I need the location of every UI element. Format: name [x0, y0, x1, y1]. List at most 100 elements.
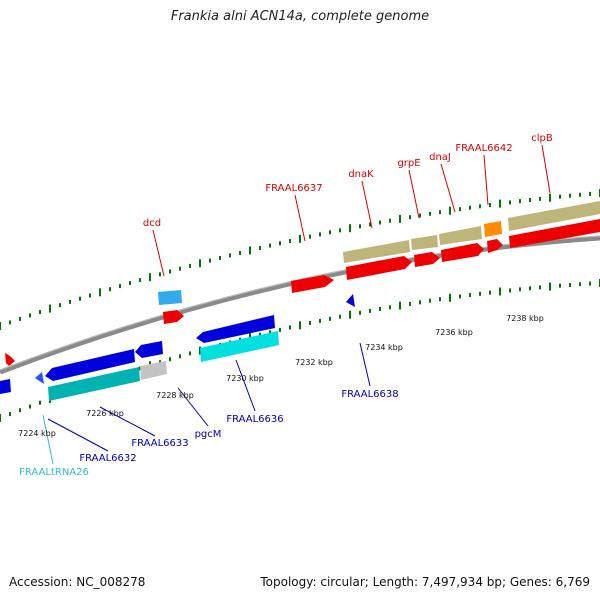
tick-mark-outer: [169, 269, 171, 274]
rna-gene-labels: FRAALtRNA26: [19, 467, 89, 478]
tick-mark-outer: [589, 191, 591, 196]
tick-mark-inner: [39, 400, 41, 405]
tick-mark-inner: [289, 325, 291, 330]
scale-label: 7224 kbp: [18, 429, 56, 438]
cog-box-fraal6642: [484, 221, 502, 237]
tick-mark-outer: [569, 193, 571, 198]
cds-grpe: [414, 252, 440, 267]
cds-dnak: [346, 256, 412, 280]
tick-mark-outer: [99, 288, 101, 297]
tick-mark-inner: [409, 301, 411, 306]
tick-mark-outer: [489, 203, 491, 207]
gene-label-fraal6633: FRAAL6633: [131, 438, 188, 449]
cds-left-edge-reverse: [0, 379, 11, 394]
tick-mark-inner: [589, 281, 591, 286]
leader-grpe: [408, 169, 420, 219]
scale-labels: 7224 kbp 7226 kbp 7228 kbp 7230 kbp 7232…: [18, 314, 544, 438]
tick-mark-inner: [509, 288, 511, 293]
gene-label-fraal6636: FRAAL6636: [226, 414, 283, 425]
tick-mark-outer: [279, 241, 281, 246]
tick-mark-outer: [449, 206, 451, 215]
tick-mark-outer: [359, 224, 361, 229]
genome-backbone: [0, 235, 600, 375]
cds-clpb: [509, 219, 600, 248]
tick-mark-outer: [119, 284, 121, 289]
gene-label-clpb: clpB: [531, 133, 553, 144]
cog-forward-track: [158, 201, 600, 305]
map-title: Frankia alni ACN14a, complete genome: [170, 9, 430, 24]
leader-fraaltrna26: [42, 414, 54, 465]
leader-fraal6642: [483, 154, 489, 206]
cds-reverse-track: [0, 294, 355, 394]
tick-mark-outer: [389, 218, 391, 223]
tick-mark-outer: [519, 199, 521, 204]
forward-gene-labels: dcd FRAAL6637 dnaK grpE dnaJ FRAAL6642 c…: [143, 133, 553, 229]
scale-label: 7232 kbp: [295, 358, 333, 367]
tick-mark-inner: [379, 307, 381, 311]
leader-clpb: [541, 144, 551, 194]
tick-mark-inner: [429, 298, 431, 303]
gene-label-fraal6632: FRAAL6632: [79, 453, 136, 464]
leader-dnaj: [440, 163, 456, 213]
gene-label-fraal6638: FRAAL6638: [341, 389, 398, 400]
gene-label-dnak: dnaK: [348, 169, 374, 180]
tick-mark-outer: [149, 273, 151, 282]
cog-box-dnaj: [439, 226, 482, 245]
tick-mark-inner: [269, 330, 271, 335]
cog-box-dnak: [343, 240, 410, 263]
genome-backbone-highlight: [0, 235, 600, 371]
tick-mark-outer: [139, 278, 141, 283]
cds-forward-track: [5, 219, 600, 366]
tick-mark-inner: [579, 282, 581, 287]
tick-mark-outer: [499, 199, 501, 208]
tick-mark-inner: [399, 301, 401, 310]
leader-dcd: [152, 229, 165, 277]
tick-mark-inner: [29, 404, 31, 409]
tick-mark-inner: [499, 287, 501, 296]
tick-mark-outer: [219, 256, 221, 260]
tick-mark-outer: [379, 220, 381, 225]
leader-dnak: [361, 180, 373, 229]
leader-fraal6633: [99, 406, 156, 437]
tick-mark-inner: [459, 294, 461, 299]
cog-box-fraal6636: [200, 331, 279, 362]
tick-mark-outer: [409, 215, 411, 220]
label-leader-lines: [42, 144, 551, 465]
scale-label: 7226 kbp: [86, 409, 124, 418]
tick-mark-outer: [189, 263, 191, 268]
tick-mark-inner: [449, 293, 451, 302]
tick-mark-outer: [529, 198, 531, 202]
tick-mark-outer: [49, 304, 51, 313]
tick-mark-outer: [539, 196, 541, 201]
tick-mark-inner: [349, 310, 351, 319]
tick-mark-inner: [439, 297, 441, 302]
tick-mark-outer: [129, 281, 131, 286]
cds-fraal6633: [135, 341, 163, 358]
tick-mark-inner: [329, 316, 331, 321]
tick-mark-inner: [279, 327, 281, 332]
tick-mark-inner: [359, 310, 361, 315]
tick-mark-inner: [319, 318, 321, 323]
tick-mark-inner: [259, 332, 261, 337]
tick-mark-inner: [339, 314, 341, 319]
cds-dcd: [163, 310, 184, 324]
leader-fraal6637: [294, 194, 306, 242]
tick-mark-inner: [199, 346, 201, 355]
tick-mark-outer: [429, 211, 431, 216]
tick-mark-outer: [89, 293, 91, 298]
tick-mark-outer: [9, 320, 11, 325]
tick-mark-outer: [399, 214, 401, 223]
tick-mark-outer: [289, 239, 291, 243]
cog-reverse-track: [48, 331, 279, 401]
tick-mark-inner: [189, 351, 191, 356]
gene-label-fraal6637: FRAAL6637: [265, 183, 322, 194]
tick-mark-outer: [549, 193, 551, 202]
tick-mark-outer: [459, 207, 461, 212]
tick-mark-inner: [539, 285, 541, 290]
tick-mark-outer: [69, 299, 71, 304]
tick-mark-outer: [299, 234, 301, 243]
cds-left-edge-forward: [5, 353, 15, 366]
tick-mark-outer: [79, 296, 81, 301]
